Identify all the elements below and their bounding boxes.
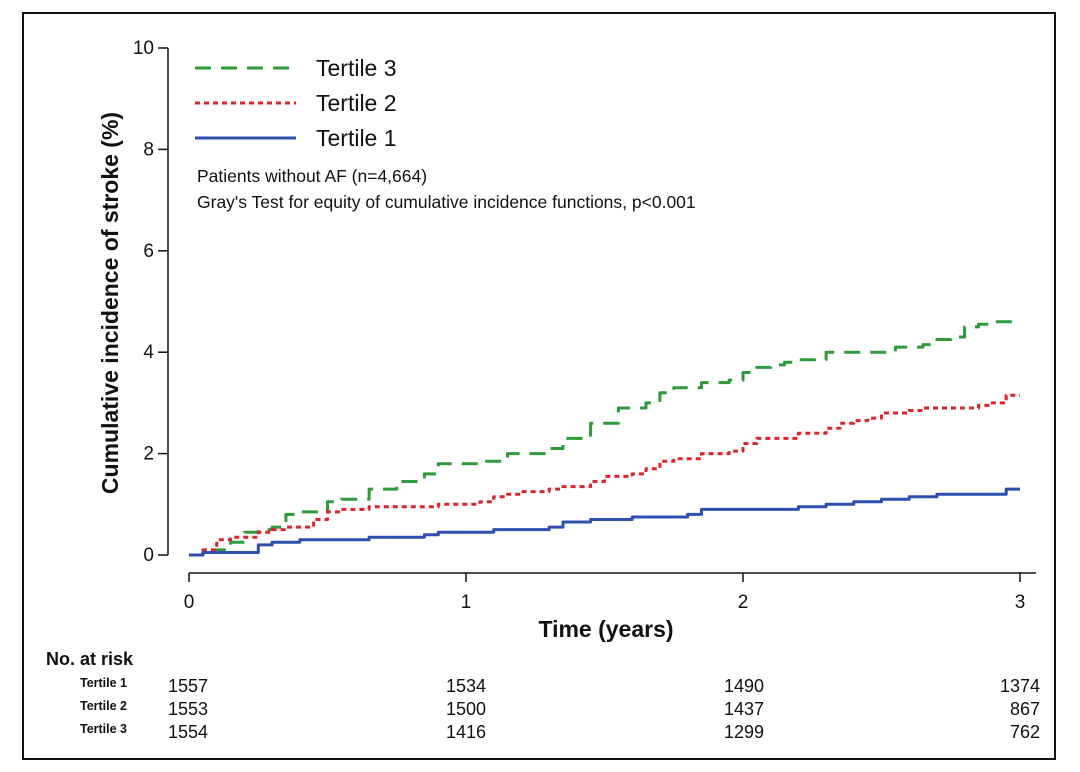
risk-value: 1490 [724, 676, 764, 696]
risk-value: 1437 [724, 699, 764, 719]
risk-row-label-tertile-3: Tertile 3 [80, 722, 127, 736]
y-tick-label-10: 10 [133, 38, 154, 59]
curve-tertile-2 [189, 393, 1020, 557]
curve-tertile-3 [189, 320, 1020, 557]
y-axis-title: Cumulative incidence of stroke (%) [97, 112, 123, 494]
x-tick-label-2: 2 [738, 592, 749, 613]
risk-table-title: No. at risk [46, 649, 134, 669]
annotation-grays-test: Gray's Test for equity of cumulative inc… [197, 192, 696, 212]
risk-value: 1554 [168, 722, 208, 742]
y-tick-label-8: 8 [143, 139, 154, 160]
legend-label-tertile-2: Tertile 2 [316, 90, 397, 116]
risk-value: 1416 [446, 722, 486, 742]
y-tick-label-2: 2 [143, 444, 154, 465]
y-tick-label-6: 6 [143, 241, 154, 262]
risk-value: 762 [1010, 722, 1040, 742]
risk-value: 1553 [168, 699, 208, 719]
y-tick-label-4: 4 [143, 342, 154, 363]
risk-table: Tertile 1 1557 1534 1490 1374 Tertile 2 1553 15… [80, 676, 1040, 742]
x-tick-label-1: 1 [461, 592, 472, 613]
chart-frame [22, 12, 1056, 760]
axes: 0 2 4 6 8 10 0 1 2 3 [133, 38, 1036, 613]
risk-row-label-tertile-1: Tertile 1 [80, 676, 127, 690]
risk-value: 1534 [446, 676, 486, 696]
risk-row-label-tertile-2: Tertile 2 [80, 699, 127, 713]
y-tick-label-0: 0 [143, 545, 154, 566]
risk-value: 1557 [168, 676, 208, 696]
annotation-cohort: Patients without AF (n=4,664) [197, 166, 427, 186]
legend-label-tertile-1: Tertile 1 [316, 125, 397, 151]
legend: Tertile 3 Tertile 2 Tertile 1 [195, 55, 397, 151]
x-tick-label-3: 3 [1015, 592, 1026, 613]
x-tick-label-0: 0 [184, 592, 195, 613]
legend-label-tertile-3: Tertile 3 [316, 55, 397, 81]
risk-value: 1299 [724, 722, 764, 742]
x-axis-title: Time (years) [538, 616, 673, 642]
risk-value: 867 [1010, 699, 1040, 719]
curves [189, 320, 1020, 557]
risk-value: 1374 [1000, 676, 1040, 696]
risk-value: 1500 [446, 699, 486, 719]
curve-tertile-1 [189, 487, 1020, 557]
